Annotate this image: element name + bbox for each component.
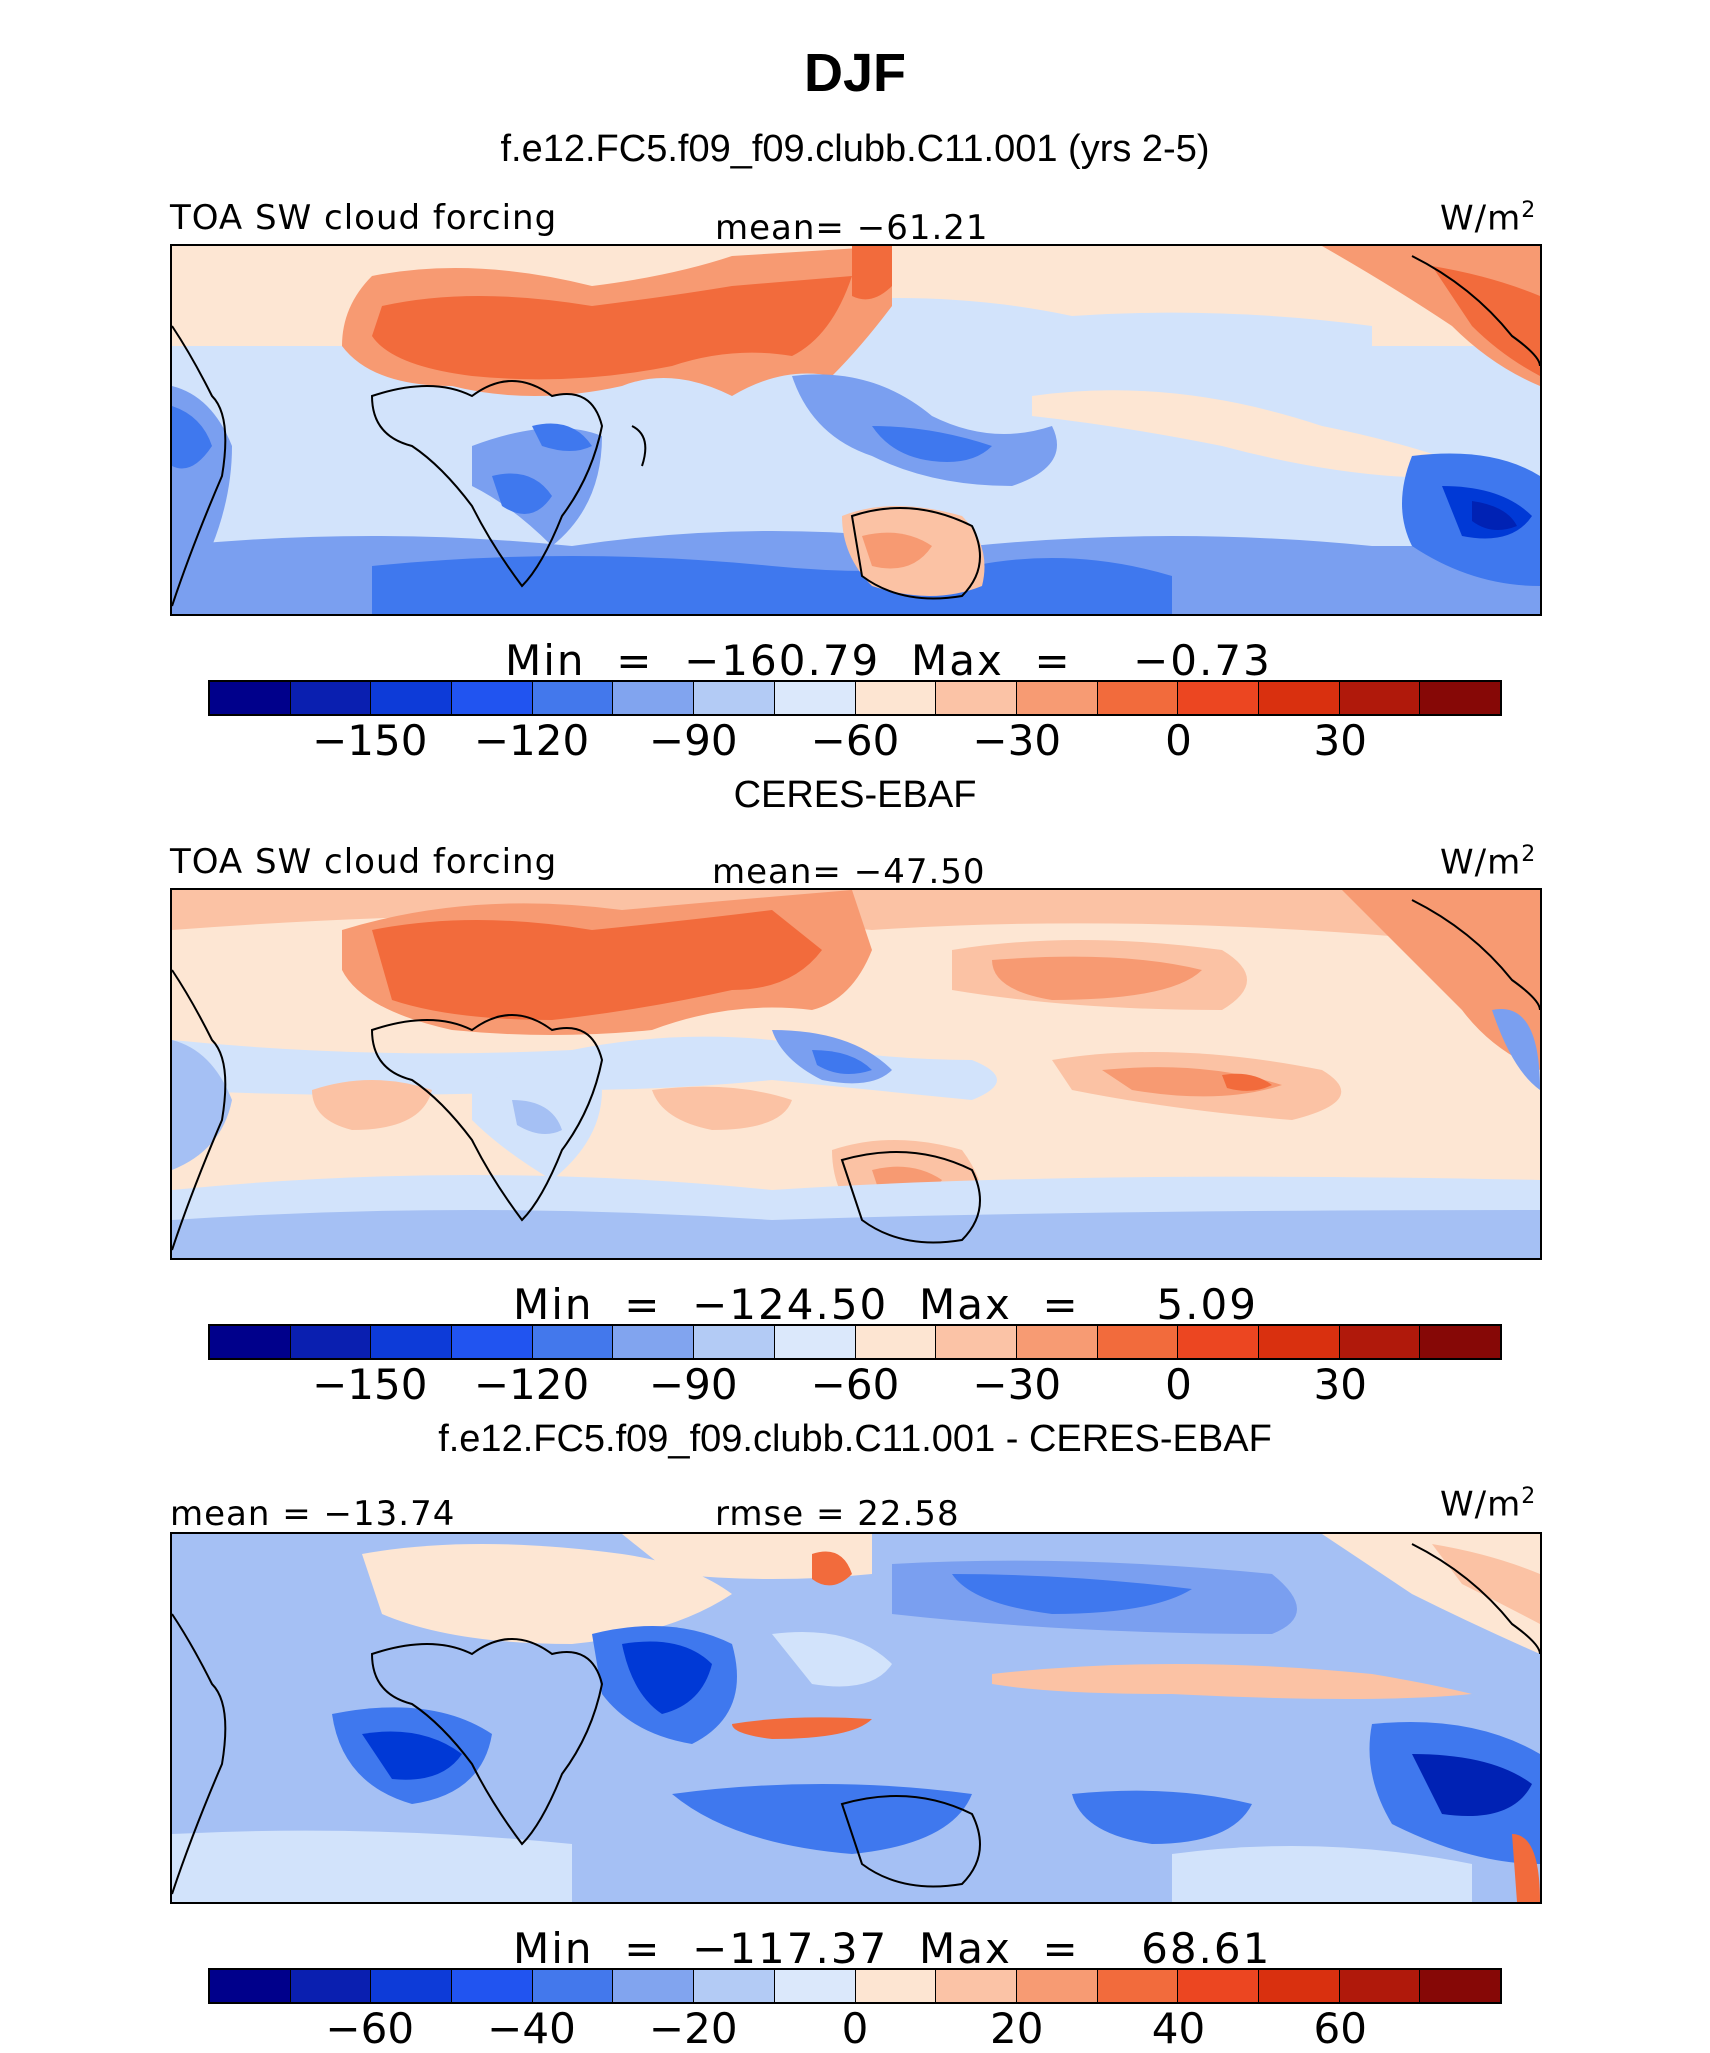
colorbar-tick-label: −60: [810, 716, 900, 765]
colorbar-swatch: [1339, 1970, 1421, 2002]
colorbar-swatch: [855, 1970, 937, 2002]
colorbar-tick-label: −60: [810, 1360, 900, 1409]
colorbar-tick-label: −90: [648, 716, 738, 765]
colorbar-swatch: [1339, 682, 1421, 714]
colorbar-swatch: [1016, 1326, 1098, 1358]
colorbar-tick-label: 0: [841, 2004, 869, 2053]
colorbar-tick-label: −150: [312, 716, 428, 765]
panel3-mean-label: mean = −13.74: [170, 1494, 456, 1534]
colorbar-swatch: [774, 1326, 856, 1358]
panel2-mean-label: mean= −47.50: [712, 852, 986, 892]
colorbar-tick-label: −30: [972, 1360, 1062, 1409]
colorbar-swatch: [694, 1326, 775, 1358]
panel1-subtitle: f.e12.FC5.f09_f09.clubb.C11.001 (yrs 2-5…: [500, 128, 1210, 170]
panel2-colorbar-ticks: −150 −120 −90 −60 −30 0 30: [0, 1360, 1710, 1420]
colorbar-tick-label: −120: [473, 1360, 590, 1409]
colorbar-swatch: [1339, 1326, 1421, 1358]
colorbar-swatch: [855, 1326, 937, 1358]
colorbar-swatch: [210, 1326, 291, 1358]
panel3-colorbar-ticks: −60 −40 −20 0 20 40 60: [0, 2004, 1710, 2053]
colorbar-swatch: [1178, 1326, 1259, 1358]
colorbar-swatch: [1016, 682, 1098, 714]
colorbar-tick-label: 30: [1313, 716, 1367, 765]
colorbar-swatch: [452, 1970, 533, 2002]
colorbar-swatch: [371, 1326, 453, 1358]
panel1-map: [170, 244, 1542, 616]
panel3-rmse-label: rmse = 22.58: [715, 1494, 960, 1534]
colorbar-swatch: [290, 682, 372, 714]
colorbar-swatch: [532, 1970, 614, 2002]
colorbar-swatch: [774, 1970, 856, 2002]
panel2-minmax: Min = −124.50 Max = 5.09: [513, 1280, 1258, 1329]
colorbar-tick-label: 40: [1151, 2004, 1206, 2053]
figure-title: DJF: [803, 43, 906, 103]
panel3-subtitle: f.e12.FC5.f09_f09.clubb.C11.001 - CERES-…: [438, 1418, 1272, 1460]
panel3-units: W/m2: [1440, 1484, 1537, 1525]
colorbar-swatch: [1016, 1970, 1098, 2002]
colorbar-swatch: [694, 1970, 775, 2002]
panel3-map: [170, 1532, 1542, 1904]
colorbar-swatch: [290, 1326, 372, 1358]
colorbar-swatch: [452, 682, 533, 714]
panel2-field-label: TOA SW cloud forcing: [170, 842, 558, 882]
colorbar-swatch: [290, 1970, 372, 2002]
colorbar-swatch: [936, 682, 1017, 714]
colorbar-tick-label: −90: [648, 1360, 738, 1409]
panel2-subtitle: CERES-EBAF: [733, 774, 977, 816]
colorbar-swatch: [452, 1326, 533, 1358]
colorbar-tick-label: −20: [648, 2004, 738, 2053]
colorbar-tick-label: 60: [1313, 2004, 1367, 2053]
colorbar-swatch: [936, 1970, 1017, 2002]
panel1-colorbar-ticks: −150 −120 −90 −60 −30 0 30: [0, 716, 1710, 776]
colorbar-swatch: [532, 682, 614, 714]
colorbar-swatch: [613, 682, 695, 714]
colorbar-swatch: [1258, 1326, 1340, 1358]
colorbar-swatch: [532, 1326, 614, 1358]
colorbar-swatch: [613, 1970, 695, 2002]
colorbar-swatch: [1258, 1970, 1340, 2002]
colorbar-swatch: [1178, 1970, 1259, 2002]
colorbar-swatch: [613, 1326, 695, 1358]
colorbar-swatch: [774, 682, 856, 714]
colorbar-tick-label: 30: [1313, 1360, 1367, 1409]
colorbar-tick-label: −60: [325, 2004, 415, 2053]
panel3-colorbar: [208, 1968, 1502, 2004]
colorbar-swatch: [1178, 682, 1259, 714]
panel2-units: W/m2: [1440, 842, 1537, 883]
colorbar-tick-label: 0: [1165, 1360, 1192, 1409]
colorbar-swatch: [855, 682, 937, 714]
panel1-mean-label: mean= −61.21: [715, 208, 989, 248]
colorbar-swatch: [1258, 682, 1340, 714]
colorbar-swatch: [1097, 682, 1179, 714]
colorbar-swatch: [1420, 1970, 1500, 2002]
panel1-field-label: TOA SW cloud forcing: [170, 198, 558, 238]
colorbar-tick-label: 20: [990, 2004, 1044, 2053]
panel1-units: W/m2: [1440, 198, 1537, 239]
colorbar-swatch: [210, 682, 291, 714]
colorbar-tick-label: −30: [972, 716, 1062, 765]
colorbar-swatch: [371, 682, 453, 714]
colorbar-swatch: [936, 1326, 1017, 1358]
colorbar-tick-label: 0: [1165, 716, 1192, 765]
colorbar-swatch: [1097, 1326, 1179, 1358]
colorbar-tick-label: −40: [487, 2004, 576, 2053]
colorbar-swatch: [1097, 1970, 1179, 2002]
colorbar-swatch: [371, 1970, 453, 2002]
panel1-minmax: Min = −160.79 Max = −0.73: [505, 636, 1272, 685]
colorbar-swatch: [1420, 682, 1500, 714]
panel2-map: [170, 888, 1542, 1260]
colorbar-swatch: [210, 1970, 291, 2002]
panel2-colorbar: [208, 1324, 1502, 1360]
panel3-minmax: Min = −117.37 Max = 68.61: [513, 1924, 1272, 1973]
colorbar-tick-label: −120: [473, 716, 590, 765]
colorbar-swatch: [694, 682, 775, 714]
colorbar-swatch: [1420, 1326, 1500, 1358]
colorbar-tick-label: −150: [312, 1360, 428, 1409]
panel1-colorbar: [208, 680, 1502, 716]
